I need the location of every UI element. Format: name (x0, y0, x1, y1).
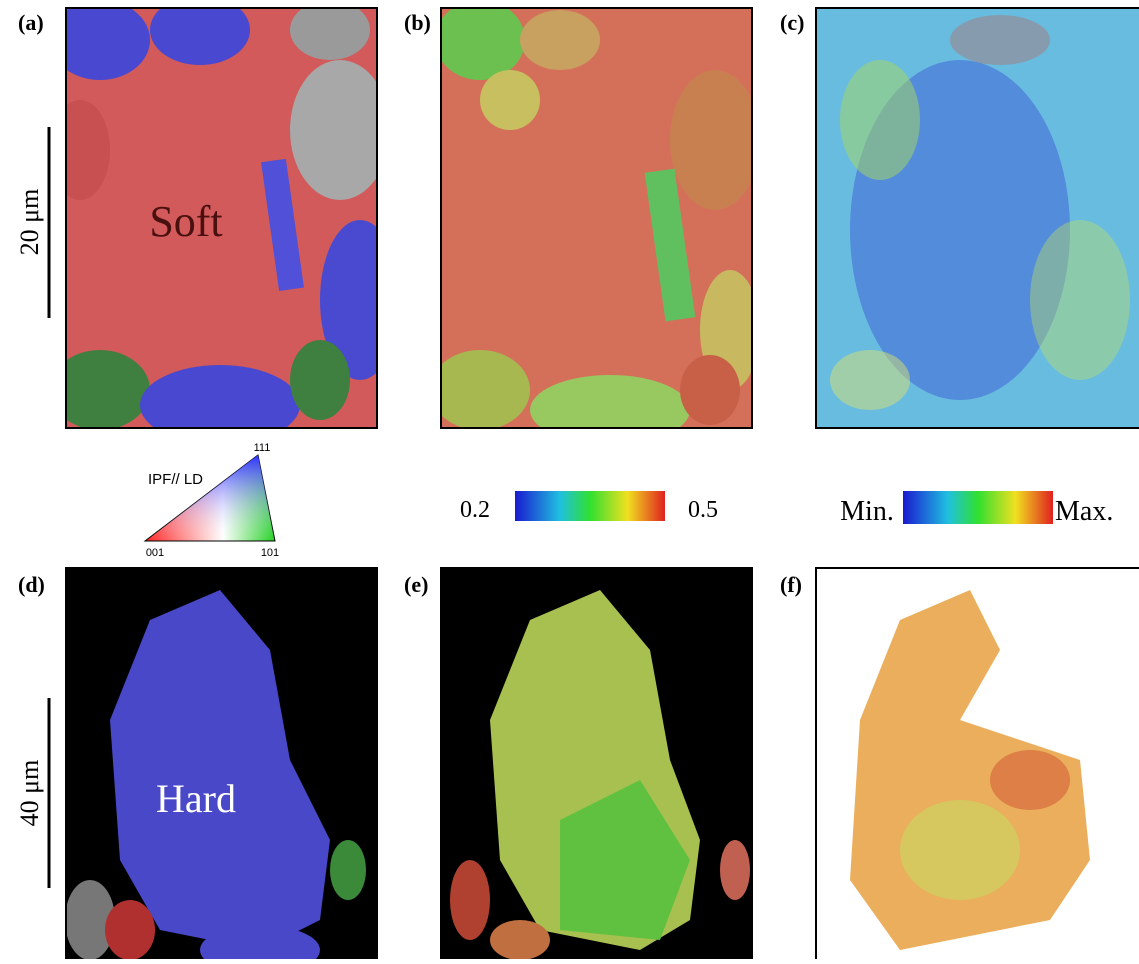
grain-label: Soft (149, 197, 222, 246)
scale-label: 40 μm (15, 760, 44, 827)
grain-label: Hard (156, 776, 236, 821)
colorbar-min: Min. (840, 496, 894, 527)
panel-c-image (816, 8, 1139, 428)
panel-label: (c) (780, 10, 804, 35)
colorbar-min: 0.2 (460, 497, 490, 523)
ipf-corner: 111 (254, 442, 271, 454)
panel-label: (f) (780, 572, 802, 597)
colorbar (515, 491, 665, 521)
ipf-title: IPF// LD (148, 471, 203, 488)
panel-label: (e) (404, 572, 428, 597)
ipf-triangle-shade (145, 455, 275, 541)
colorbar-max: Max. (1055, 496, 1113, 527)
colorbar-max: 0.5 (688, 497, 718, 523)
panel-b-image (430, 0, 760, 445)
panel-label: (b) (404, 10, 431, 35)
panel-d-image (65, 568, 377, 959)
colorbar (903, 491, 1053, 524)
figure: Soft Hard (a) (b) (c) (d) (e) (f) 20 μm … (0, 0, 1139, 959)
panel-label: (a) (18, 10, 44, 35)
ipf-corner: 001 (146, 547, 164, 559)
scale-label: 20 μm (15, 189, 44, 256)
panel-label: (d) (18, 572, 45, 597)
ipf-corner: 101 (261, 547, 279, 559)
panel-f-image (816, 568, 1139, 959)
panel-e-image (441, 568, 752, 959)
panel-a-image (50, 0, 400, 445)
